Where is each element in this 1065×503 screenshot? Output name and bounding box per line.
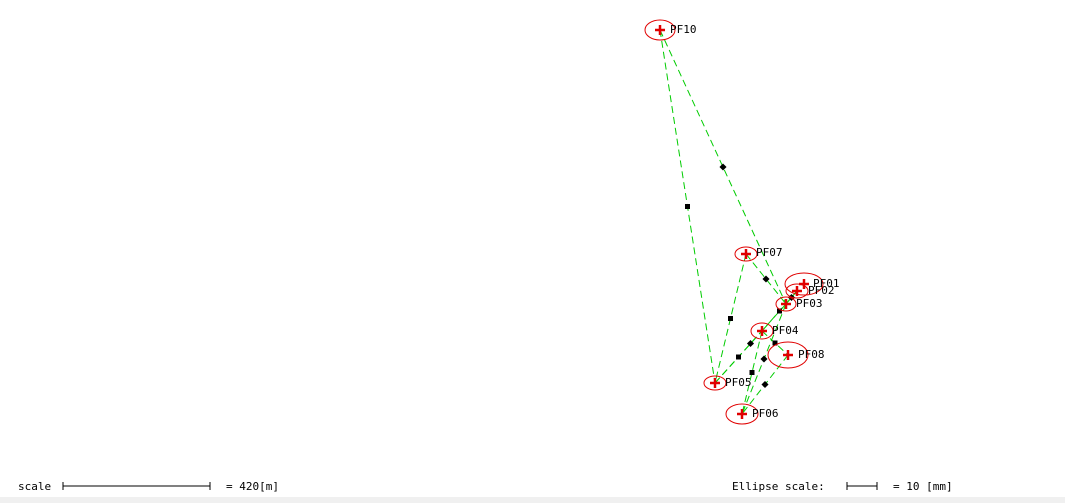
midpoint-marker bbox=[685, 204, 690, 209]
midpoint-marker bbox=[746, 339, 755, 348]
error-ellipse bbox=[784, 272, 824, 296]
point-label: PF06 bbox=[752, 407, 779, 420]
point-label: PF04 bbox=[772, 324, 799, 337]
midpoint-marker bbox=[749, 370, 755, 375]
midpoint-marker bbox=[762, 275, 770, 283]
error-ellipse bbox=[725, 403, 759, 425]
point-label: PF01 bbox=[813, 277, 840, 290]
point-label: PF10 bbox=[670, 23, 697, 36]
scale-value: = 420[m] bbox=[226, 480, 279, 493]
point-pf10: PF10 bbox=[644, 19, 697, 41]
point-label: PF03 bbox=[796, 297, 823, 310]
midpoint-marker bbox=[760, 355, 768, 363]
error-ellipse bbox=[767, 341, 809, 369]
midpoint-marker bbox=[772, 340, 778, 346]
scale-bar: scale = 420[m] bbox=[18, 480, 279, 493]
point-pf02: PF02 bbox=[785, 283, 835, 299]
error-ellipse bbox=[775, 296, 797, 312]
point-pf06: PF06 bbox=[725, 403, 779, 425]
point-pf08: PF08 bbox=[767, 341, 825, 369]
point-pf04: PF04 bbox=[750, 322, 799, 340]
ellipse-scale-label: Ellipse scale: bbox=[732, 480, 825, 493]
scale-label: scale bbox=[18, 480, 51, 493]
error-ellipse bbox=[750, 322, 774, 340]
status-strip bbox=[0, 497, 1065, 503]
point-pf03: PF03 bbox=[775, 296, 823, 312]
point-label: PF02 bbox=[808, 284, 835, 297]
observation-lines bbox=[659, 29, 798, 415]
point-pf07: PF07 bbox=[734, 246, 783, 262]
point-pf05: PF05 bbox=[703, 375, 752, 391]
error-ellipse bbox=[703, 375, 727, 391]
midpoint-markers bbox=[685, 163, 796, 389]
midpoint-marker bbox=[777, 308, 782, 314]
point-label: PF08 bbox=[798, 348, 825, 361]
observation-line-pf04-pf06 bbox=[741, 330, 763, 415]
error-ellipse bbox=[734, 246, 758, 262]
error-ellipse bbox=[785, 283, 809, 299]
ellipse-scale-bar: Ellipse scale: = 10 [mm] bbox=[732, 480, 953, 493]
midpoint-marker bbox=[761, 380, 769, 389]
point-label: PF07 bbox=[756, 246, 783, 259]
observation-line-pf02-pf03 bbox=[785, 290, 798, 305]
observation-line-pf10-pf03 bbox=[659, 29, 787, 305]
midpoint-marker bbox=[728, 316, 733, 321]
error-ellipse bbox=[644, 19, 676, 41]
point-label: PF05 bbox=[725, 376, 752, 389]
midpoint-marker bbox=[719, 163, 727, 171]
ellipse-scale-value: = 10 [mm] bbox=[893, 480, 953, 493]
midpoint-marker bbox=[736, 354, 741, 360]
